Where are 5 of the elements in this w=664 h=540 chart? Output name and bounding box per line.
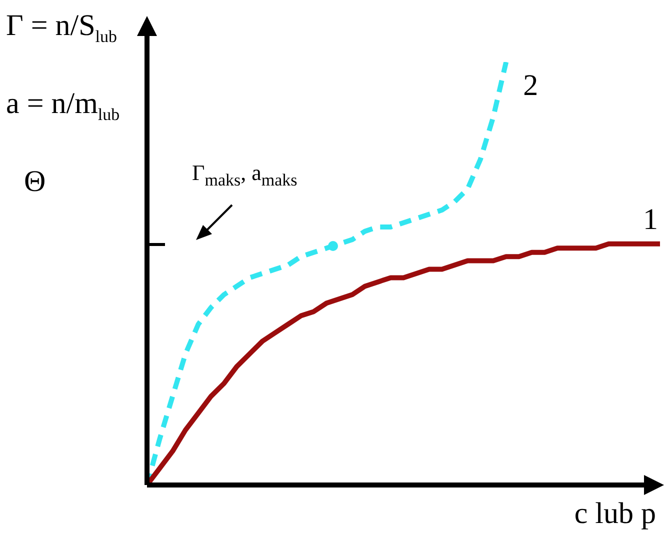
x-axis-title: c lub p: [574, 496, 656, 532]
text: Γ = n/S$_{lub}$ a = n/m$_{lub}$ Θ: [6, 9, 120, 198]
series-label: 1: [643, 202, 658, 236]
annotation: Γ$_{maks}$, a$_{maks}$: [192, 160, 298, 191]
series-label: 2: [523, 68, 538, 102]
